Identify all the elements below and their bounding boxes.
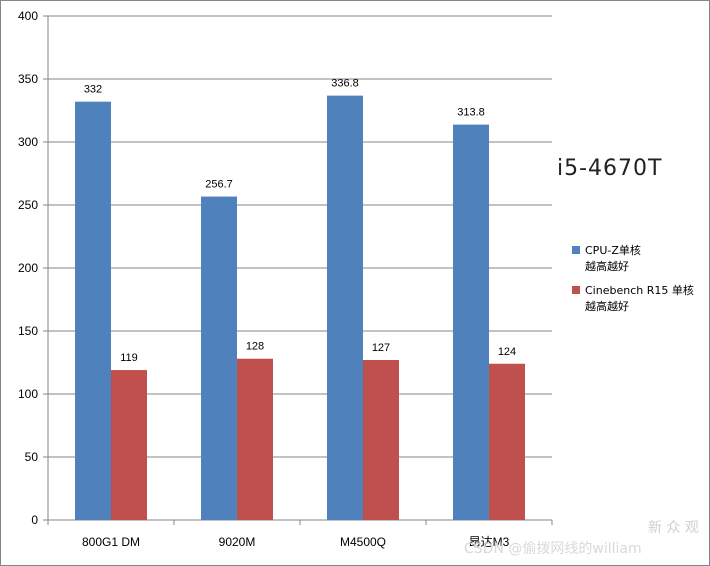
y-tick-label: 150 <box>18 324 38 338</box>
x-tick-label: 9020M <box>219 535 256 549</box>
bar <box>327 95 363 521</box>
bar <box>453 124 489 520</box>
x-tick-label: M4500Q <box>340 535 386 549</box>
chart-annotation: i5-4670T <box>557 156 662 181</box>
data-label: 256.7 <box>205 179 233 191</box>
bar <box>201 196 237 521</box>
y-tick-label: 350 <box>18 72 38 86</box>
y-tick-label: 50 <box>25 450 39 464</box>
data-label: 119 <box>120 352 138 364</box>
data-label: 124 <box>498 346 516 358</box>
watermark-text: CSDN @偷拨网线的william <box>464 541 642 557</box>
y-tick-label: 300 <box>18 135 38 149</box>
data-label: 313.8 <box>457 107 485 119</box>
data-label: 128 <box>246 341 264 353</box>
legend-swatch <box>572 246 580 254</box>
bar <box>363 359 399 520</box>
y-tick-label: 0 <box>31 513 38 527</box>
data-label: 127 <box>372 342 390 354</box>
bar <box>489 363 525 520</box>
data-label: 332 <box>84 84 102 96</box>
x-tick-label: 800G1 DM <box>82 535 140 549</box>
legend-entry: CPU-Z单核越高越好 <box>585 243 641 273</box>
legend-entry: Cinebench R15 单核越高越好 <box>585 283 694 313</box>
y-tick-label: 100 <box>18 387 38 401</box>
bar <box>75 101 111 521</box>
y-tick-label: 400 <box>18 9 38 23</box>
y-tick-label: 200 <box>18 261 38 275</box>
watermark-text: 新 众 观 <box>648 520 699 536</box>
bar <box>111 370 147 520</box>
x-tick-label: 昂达M3 <box>469 535 510 549</box>
bar <box>237 358 273 520</box>
data-label: 336.8 <box>331 78 359 90</box>
legend-swatch <box>572 286 580 294</box>
y-tick-label: 250 <box>18 198 38 212</box>
